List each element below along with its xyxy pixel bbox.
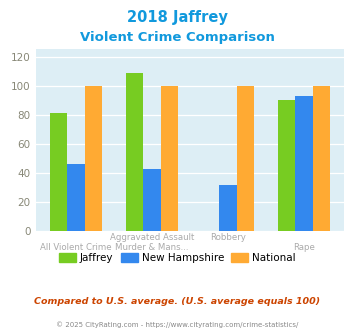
Bar [67,164,84,231]
Bar [50,114,67,231]
Bar [160,86,178,231]
Text: Aggravated Assault: Aggravated Assault [110,233,194,242]
Bar [237,86,254,231]
Text: Robbery: Robbery [210,233,246,242]
Bar [143,169,160,231]
Text: Compared to U.S. average. (U.S. average equals 100): Compared to U.S. average. (U.S. average … [34,297,321,306]
Text: © 2025 CityRating.com - https://www.cityrating.com/crime-statistics/: © 2025 CityRating.com - https://www.city… [56,322,299,328]
Bar [278,100,295,231]
Bar [219,184,237,231]
Bar [126,73,143,231]
Text: Murder & Mans...: Murder & Mans... [115,243,189,251]
Text: Violent Crime Comparison: Violent Crime Comparison [80,31,275,44]
Bar [313,86,330,231]
Legend: Jaffrey, New Hampshire, National: Jaffrey, New Hampshire, National [55,249,300,267]
Bar [84,86,102,231]
Text: All Violent Crime: All Violent Crime [40,243,111,251]
Text: 2018 Jaffrey: 2018 Jaffrey [127,10,228,25]
Bar [295,96,313,231]
Text: Rape: Rape [293,243,315,251]
